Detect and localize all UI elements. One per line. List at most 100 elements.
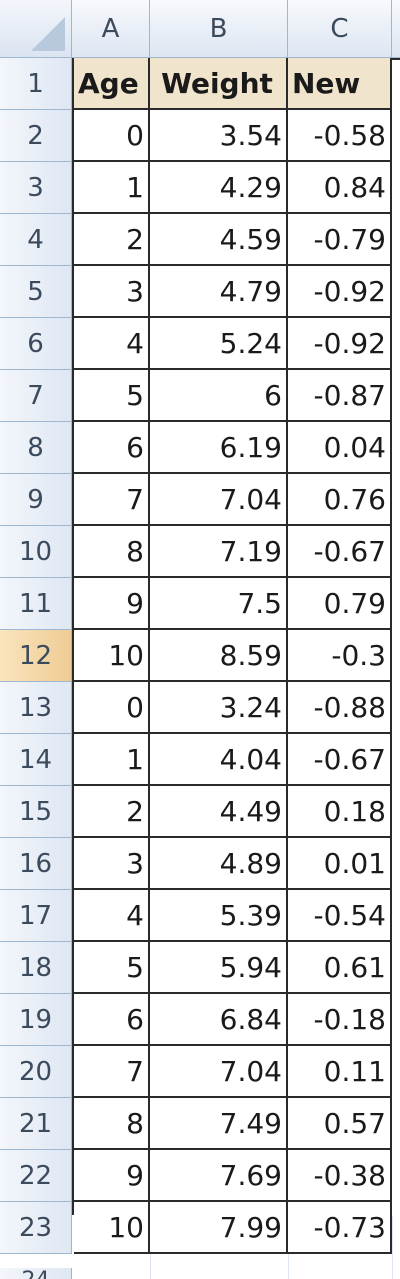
cell-age[interactable]: 3 bbox=[74, 266, 150, 318]
cell-age[interactable]: 5 bbox=[74, 942, 150, 994]
cell-new[interactable]: 0.79 bbox=[288, 578, 392, 630]
cell-weight[interactable]: 7.5 bbox=[150, 578, 288, 630]
cell-weight[interactable]: 7.99 bbox=[150, 1202, 288, 1254]
row-header[interactable]: 2 bbox=[0, 110, 72, 162]
row-header[interactable]: 7 bbox=[0, 370, 72, 422]
column-header-b[interactable]: B bbox=[150, 0, 288, 58]
cell-new[interactable]: -0.79 bbox=[288, 214, 392, 266]
cell-age[interactable]: 1 bbox=[74, 734, 150, 786]
row-header[interactable]: 6 bbox=[0, 318, 72, 370]
cell-age[interactable]: 0 bbox=[74, 110, 150, 162]
header-cell-weight[interactable]: Weight bbox=[150, 58, 288, 110]
column-header-d-partial[interactable] bbox=[392, 0, 400, 58]
cell-new[interactable]: -0.54 bbox=[288, 890, 392, 942]
row-header[interactable]: 17 bbox=[0, 890, 72, 942]
cell-new[interactable]: -0.38 bbox=[288, 1150, 392, 1202]
row-header[interactable]: 21 bbox=[0, 1098, 72, 1150]
row-header[interactable]: 8 bbox=[0, 422, 72, 474]
cell-new[interactable]: 0.61 bbox=[288, 942, 392, 994]
cell-new[interactable]: -0.87 bbox=[288, 370, 392, 422]
cell-new[interactable]: -0.3 bbox=[288, 630, 392, 682]
row-header[interactable]: 15 bbox=[0, 786, 72, 838]
cell-age[interactable]: 10 bbox=[74, 630, 150, 682]
cell-weight[interactable]: 5.39 bbox=[150, 890, 288, 942]
row-header[interactable]: 20 bbox=[0, 1046, 72, 1098]
cell-age[interactable]: 10 bbox=[74, 1202, 150, 1254]
cell-new[interactable]: -0.92 bbox=[288, 266, 392, 318]
cell-new[interactable]: 0.18 bbox=[288, 786, 392, 838]
row-header[interactable]: 22 bbox=[0, 1150, 72, 1202]
cell-weight[interactable]: 3.24 bbox=[150, 682, 288, 734]
row-header-partial[interactable]: 24 bbox=[0, 1268, 72, 1279]
cell-weight[interactable]: 7.04 bbox=[150, 474, 288, 526]
cell-weight[interactable]: 4.29 bbox=[150, 162, 288, 214]
row-header[interactable]: 1 bbox=[0, 58, 72, 110]
column-header-c[interactable]: C bbox=[288, 0, 392, 58]
header-cell-age[interactable]: Age bbox=[74, 58, 150, 110]
cell-age[interactable]: 2 bbox=[74, 786, 150, 838]
cell-age[interactable]: 4 bbox=[74, 890, 150, 942]
grid-line bbox=[392, 1216, 393, 1279]
row-header[interactable]: 12 bbox=[0, 630, 72, 682]
row-header[interactable]: 11 bbox=[0, 578, 72, 630]
cell-new[interactable]: 0.04 bbox=[288, 422, 392, 474]
cell-age[interactable]: 7 bbox=[74, 474, 150, 526]
column-header-a[interactable]: A bbox=[72, 0, 150, 58]
cell-weight[interactable]: 6.84 bbox=[150, 994, 288, 1046]
cell-age[interactable]: 6 bbox=[74, 994, 150, 1046]
cell-weight[interactable]: 4.59 bbox=[150, 214, 288, 266]
cell-weight[interactable]: 4.04 bbox=[150, 734, 288, 786]
cell-weight[interactable]: 8.59 bbox=[150, 630, 288, 682]
cell-weight[interactable]: 7.69 bbox=[150, 1150, 288, 1202]
row-header[interactable]: 14 bbox=[0, 734, 72, 786]
cell-age[interactable]: 8 bbox=[74, 526, 150, 578]
cell-age[interactable]: 5 bbox=[74, 370, 150, 422]
cell-age[interactable]: 9 bbox=[74, 1150, 150, 1202]
row-header[interactable]: 3 bbox=[0, 162, 72, 214]
cell-new[interactable]: 0.84 bbox=[288, 162, 392, 214]
cell-weight[interactable]: 7.19 bbox=[150, 526, 288, 578]
cell-age[interactable]: 3 bbox=[74, 838, 150, 890]
cell-weight[interactable]: 4.79 bbox=[150, 266, 288, 318]
cell-age[interactable]: 7 bbox=[74, 1046, 150, 1098]
cell-weight[interactable]: 5.94 bbox=[150, 942, 288, 994]
cell-new[interactable]: 0.57 bbox=[288, 1098, 392, 1150]
cell-new[interactable]: -0.58 bbox=[288, 110, 392, 162]
cell-weight[interactable]: 4.49 bbox=[150, 786, 288, 838]
cell-age[interactable]: 8 bbox=[74, 1098, 150, 1150]
cell-new[interactable]: 0.76 bbox=[288, 474, 392, 526]
cell-weight[interactable]: 4.89 bbox=[150, 838, 288, 890]
cell-new[interactable]: -0.67 bbox=[288, 734, 392, 786]
row-header[interactable]: 23 bbox=[0, 1202, 72, 1254]
cell-new[interactable]: 0.11 bbox=[288, 1046, 392, 1098]
cell-new[interactable]: -0.18 bbox=[288, 994, 392, 1046]
cell-weight[interactable]: 6 bbox=[150, 370, 288, 422]
cell-new[interactable]: -0.67 bbox=[288, 526, 392, 578]
row-header[interactable]: 4 bbox=[0, 214, 72, 266]
cell-age[interactable]: 0 bbox=[74, 682, 150, 734]
cell-weight[interactable]: 7.04 bbox=[150, 1046, 288, 1098]
row-header[interactable]: 16 bbox=[0, 838, 72, 890]
cell-age[interactable]: 6 bbox=[74, 422, 150, 474]
cell-age[interactable]: 2 bbox=[74, 214, 150, 266]
cell-weight[interactable]: 7.49 bbox=[150, 1098, 288, 1150]
cell-age[interactable]: 1 bbox=[74, 162, 150, 214]
row-header[interactable]: 9 bbox=[0, 474, 72, 526]
cell-new[interactable]: -0.88 bbox=[288, 682, 392, 734]
header-cell-new[interactable]: New bbox=[288, 58, 392, 110]
row-header[interactable]: 13 bbox=[0, 682, 72, 734]
row-header[interactable]: 5 bbox=[0, 266, 72, 318]
row-header[interactable]: 18 bbox=[0, 942, 72, 994]
cell-weight[interactable]: 6.19 bbox=[150, 422, 288, 474]
cell-age[interactable]: 4 bbox=[74, 318, 150, 370]
select-all-button[interactable] bbox=[0, 0, 72, 58]
cell-age[interactable]: 9 bbox=[74, 578, 150, 630]
cell-weight[interactable]: 5.24 bbox=[150, 318, 288, 370]
cell-weight[interactable]: 3.54 bbox=[150, 110, 288, 162]
cell-new[interactable]: -0.73 bbox=[288, 1202, 392, 1254]
cell-new[interactable]: -0.92 bbox=[288, 318, 392, 370]
row-header[interactable]: 10 bbox=[0, 526, 72, 578]
row-header[interactable]: 19 bbox=[0, 994, 72, 1046]
cell-new[interactable]: 0.01 bbox=[288, 838, 392, 890]
